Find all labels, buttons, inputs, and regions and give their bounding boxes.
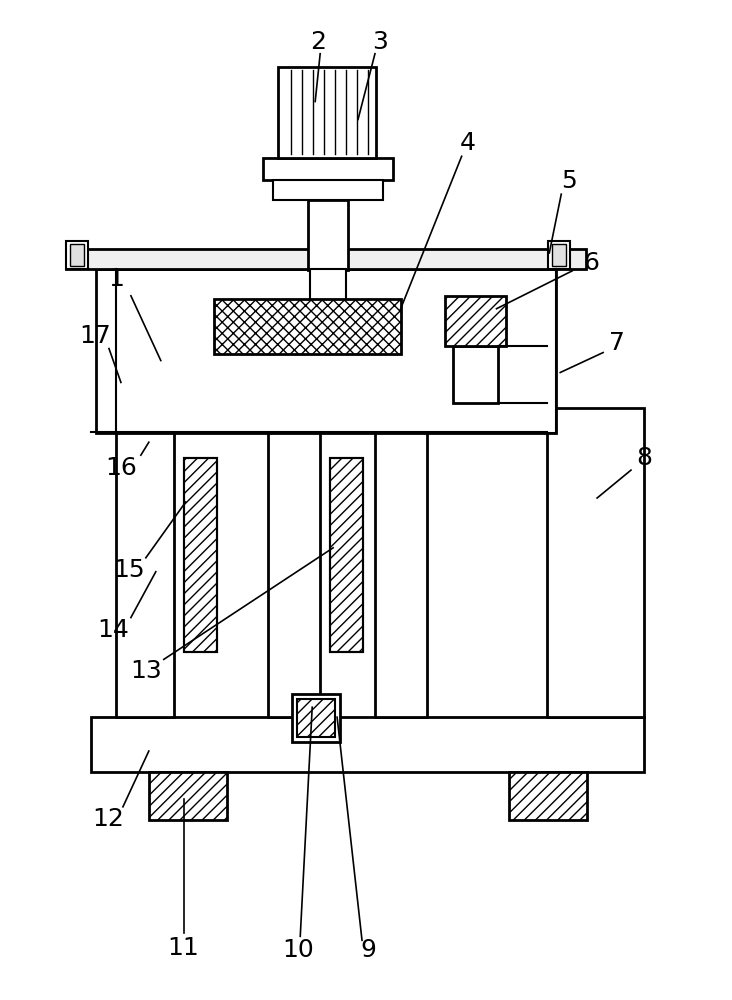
- Text: 8: 8: [636, 446, 652, 470]
- Bar: [552, 244, 567, 266]
- Bar: [184, 458, 217, 652]
- Bar: [184, 458, 217, 652]
- Text: 1: 1: [108, 267, 124, 291]
- Bar: [278, 67, 376, 158]
- Text: 15: 15: [113, 558, 145, 582]
- Bar: [116, 432, 173, 717]
- Text: 9: 9: [360, 938, 376, 962]
- Bar: [297, 699, 335, 737]
- Bar: [273, 180, 383, 200]
- Bar: [70, 244, 84, 266]
- Text: 11: 11: [167, 936, 198, 960]
- Text: 13: 13: [130, 659, 162, 683]
- Text: 14: 14: [97, 618, 129, 642]
- Text: 4: 4: [460, 131, 476, 155]
- Bar: [548, 408, 644, 717]
- Bar: [548, 241, 570, 269]
- Bar: [96, 269, 556, 433]
- Bar: [330, 458, 363, 652]
- Bar: [264, 158, 393, 180]
- Bar: [509, 772, 587, 820]
- Bar: [452, 346, 498, 403]
- Text: 7: 7: [609, 331, 625, 355]
- Bar: [149, 772, 226, 820]
- Bar: [445, 296, 507, 346]
- Bar: [330, 458, 363, 652]
- Text: 10: 10: [283, 938, 314, 962]
- Text: 16: 16: [105, 456, 137, 480]
- Bar: [308, 200, 348, 270]
- Text: 5: 5: [561, 169, 577, 193]
- Text: 12: 12: [92, 807, 124, 831]
- Text: 17: 17: [79, 324, 111, 348]
- Text: 6: 6: [583, 251, 600, 275]
- Bar: [91, 717, 644, 772]
- Bar: [375, 432, 427, 717]
- Text: 2: 2: [310, 30, 326, 54]
- Bar: [269, 432, 320, 717]
- Bar: [66, 241, 88, 269]
- Bar: [214, 299, 401, 354]
- Bar: [66, 249, 586, 269]
- Bar: [292, 694, 340, 742]
- Text: 3: 3: [372, 30, 388, 54]
- Bar: [310, 269, 346, 304]
